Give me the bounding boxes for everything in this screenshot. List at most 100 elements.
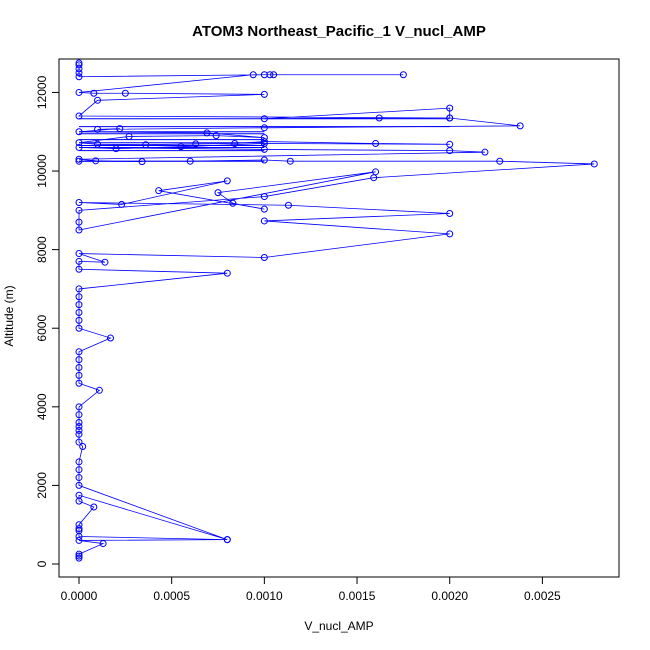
data-point xyxy=(75,458,83,466)
x-tick-label: 0.0000 xyxy=(61,589,98,603)
data-point xyxy=(286,157,294,165)
data-point xyxy=(107,334,115,342)
data-point xyxy=(75,139,83,147)
data-point xyxy=(75,73,83,81)
data-point xyxy=(446,230,454,238)
data-point xyxy=(399,71,407,79)
data-point xyxy=(75,438,83,446)
x-axis-label: V_nucl_AMP xyxy=(304,619,373,633)
data-point xyxy=(260,156,268,164)
data-point xyxy=(516,122,524,130)
x-tick-label: 0.0025 xyxy=(524,589,561,603)
data-point xyxy=(99,540,107,548)
data-point xyxy=(75,112,83,120)
data-point xyxy=(112,145,120,153)
x-tick-label: 0.0005 xyxy=(153,589,190,603)
data-point xyxy=(75,411,83,419)
y-axis: 0 2000 4000 6000 8000 10000 12000 xyxy=(35,75,60,567)
y-axis-label: Altitude (m) xyxy=(2,285,16,346)
data-point xyxy=(249,71,257,79)
data-point xyxy=(75,430,83,438)
data-point xyxy=(590,160,598,168)
data-point xyxy=(75,521,83,529)
data-point xyxy=(223,536,231,544)
data-point xyxy=(214,189,222,197)
data-point xyxy=(75,324,83,332)
data-point xyxy=(75,474,83,482)
data-point xyxy=(75,466,83,474)
data-point xyxy=(260,217,268,225)
data-point xyxy=(75,379,83,387)
data-point xyxy=(260,134,268,142)
data-point xyxy=(90,503,98,511)
data-point xyxy=(260,193,268,201)
data-point xyxy=(75,525,83,533)
data-point xyxy=(75,257,83,265)
y-tick-label: 0 xyxy=(35,560,49,567)
data-point xyxy=(260,205,268,213)
data-point xyxy=(75,293,83,301)
data-point xyxy=(75,419,83,427)
data-point xyxy=(75,552,83,560)
data-point xyxy=(75,481,83,489)
data-point xyxy=(75,356,83,364)
x-axis: 0.0000 0.0005 0.0010 0.0015 0.0020 0.0025 xyxy=(61,576,561,603)
data-point xyxy=(260,115,268,123)
data-point xyxy=(231,140,239,148)
data-point xyxy=(75,206,83,214)
data-point xyxy=(370,174,378,182)
data-point xyxy=(75,301,83,309)
y-tick-label: 2000 xyxy=(35,472,49,499)
data-point xyxy=(95,386,103,394)
data-point xyxy=(75,422,83,430)
chart-title: ATOM3 Northeast_Pacific_1 V_nucl_AMP xyxy=(192,23,486,40)
data-point xyxy=(446,104,454,112)
x-tick-label: 0.0010 xyxy=(246,589,283,603)
data-point xyxy=(94,125,102,133)
data-point xyxy=(212,132,220,140)
y-tick-label: 6000 xyxy=(35,315,49,342)
data-point xyxy=(75,88,83,96)
data-point xyxy=(75,69,83,77)
data-point xyxy=(192,140,200,148)
data-point xyxy=(260,124,268,132)
y-tick-label: 4000 xyxy=(35,393,49,420)
data-point xyxy=(155,187,163,195)
x-tick-label: 0.0015 xyxy=(339,589,376,603)
data-point xyxy=(203,129,211,137)
data-point xyxy=(75,426,83,434)
data-point xyxy=(94,96,102,104)
data-point xyxy=(90,89,98,97)
data-point xyxy=(75,554,83,562)
data-point xyxy=(284,201,292,209)
data-point xyxy=(75,316,83,324)
data-point xyxy=(101,258,109,266)
plot-marks xyxy=(75,59,598,562)
data-point xyxy=(75,226,83,234)
data-point xyxy=(375,114,383,122)
data-point xyxy=(138,158,146,166)
data-point xyxy=(75,155,83,163)
data-point xyxy=(75,198,83,206)
data-point xyxy=(260,253,268,261)
data-point xyxy=(116,125,124,133)
data-point xyxy=(75,309,83,316)
data-point xyxy=(75,59,83,67)
data-point xyxy=(260,90,268,98)
y-tick-label: 12000 xyxy=(35,75,49,109)
y-tick-label: 8000 xyxy=(35,236,49,263)
data-point xyxy=(75,550,83,558)
data-point xyxy=(75,403,83,411)
data-point xyxy=(186,157,194,165)
data-point xyxy=(75,285,83,293)
data-point xyxy=(94,140,102,148)
data-point xyxy=(229,199,237,207)
data-point xyxy=(372,140,380,148)
data-point xyxy=(446,114,454,122)
data-point xyxy=(75,143,83,151)
data-point xyxy=(446,209,454,217)
data-point xyxy=(446,140,454,148)
data-point xyxy=(75,265,83,273)
data-point xyxy=(125,132,133,140)
data-point xyxy=(118,200,126,208)
